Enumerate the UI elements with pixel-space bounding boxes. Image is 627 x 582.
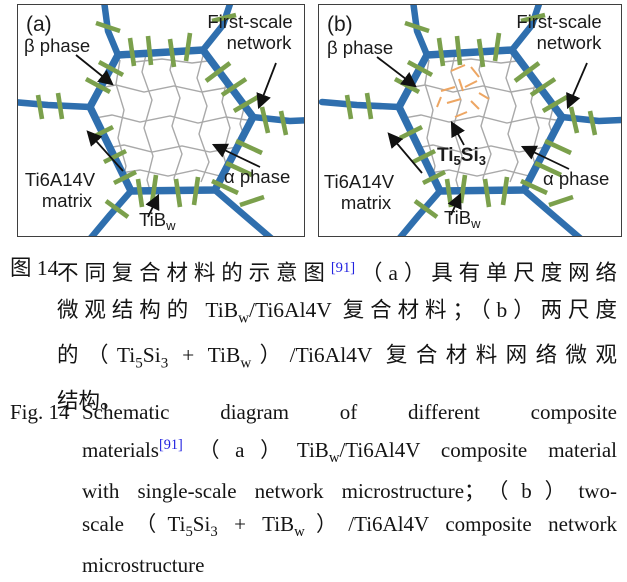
tib-arrow: [145, 193, 160, 218]
panel-b: (b) β phase First-scale network Ti6A14V …: [318, 4, 622, 237]
tib-label: TiBw: [444, 207, 481, 231]
first-scale-label-line2: network: [537, 32, 603, 53]
reference-91[interactable]: [91]: [158, 437, 183, 453]
caption-zh-line3: 的（Ti5Si3 + TiBw）/Ti6Al4V 复合材料网络微观: [57, 343, 617, 372]
first-scale-arrow: [256, 62, 277, 110]
caption-en-line1: Schematic diagram of different composite: [82, 400, 617, 424]
first-scale-label-line2: network: [227, 32, 293, 53]
caption-en-line2: materials[91]（a）TiBw/Ti6Al4V composite m…: [82, 437, 617, 467]
caption-zh-line2: 微观结构的 TiBw/Ti6Al4V 复合材料；（b）两尺度: [57, 298, 617, 327]
beta-phase-arrow: [376, 56, 417, 88]
matrix-label-line1: Ti6A14V: [25, 169, 96, 190]
caption-en-line3: with single-scale network microstructure…: [82, 479, 617, 504]
tib-arrow: [447, 192, 462, 216]
beta-phase-arrow: [75, 54, 114, 86]
matrix-arrow: [387, 132, 423, 174]
caption-en-line5: microstructure: [82, 553, 205, 578]
beta-phase-label: β phase: [327, 37, 393, 58]
figure-panels: (a) β phase First-scale network Ti6A14V …: [0, 0, 627, 244]
alpha-phase-arrow: [211, 143, 261, 168]
first-scale-label-line1: First-scale: [207, 11, 292, 32]
caption-chinese: 图 14 不同复合材料的示意图[91]（a）具有单尺度网络 微观结构的 TiBw…: [10, 250, 617, 420]
first-scale-label-line1: First-scale: [516, 11, 601, 32]
tib-label: TiBw: [139, 209, 176, 233]
alpha-phase-arrow: [520, 145, 570, 170]
panel-a: (a) β phase First-scale network Ti6A14V …: [17, 4, 305, 237]
alpha-phase-label: α phase: [543, 168, 609, 189]
first-scale-arrow: [566, 62, 588, 110]
caption-english: Fig. 14 Schematic diagram of different c…: [10, 396, 617, 582]
ti5si3-arrow: [450, 120, 465, 146]
panel-a-tag: (a): [26, 13, 52, 36]
matrix-label-line2: matrix: [42, 190, 93, 211]
matrix-label-line2: matrix: [341, 192, 392, 213]
caption-en-line4: scale（Ti5Si3 + TiBw）/Ti6Al4V composite n…: [82, 512, 617, 541]
ti5si3-dashes: [436, 64, 490, 118]
matrix-label-line1: Ti6A14V: [324, 171, 395, 192]
ti5si3-label: Ti5Si3: [437, 145, 486, 168]
alpha-phase-label: α phase: [224, 166, 290, 187]
beta-phase-label: β phase: [24, 35, 90, 56]
figure-number-zh: 图 14: [10, 256, 59, 280]
figure-number-en: Fig. 14: [10, 400, 70, 424]
matrix-arrow: [86, 130, 124, 172]
panel-b-tag: (b): [327, 13, 353, 36]
caption-zh-line4: 结构。: [57, 388, 122, 413]
reference-91[interactable]: [91]: [330, 260, 356, 276]
caption-zh-line1: 不同复合材料的示意图[91]（a）具有单尺度网络: [57, 260, 617, 286]
